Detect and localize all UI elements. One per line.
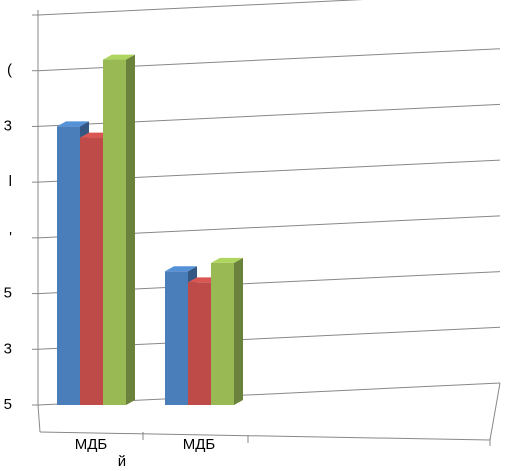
bar-side (234, 257, 243, 405)
floor-edge (37, 404, 41, 433)
y-tick-label: ' (9, 229, 12, 246)
bar (211, 262, 234, 405)
x-axis (39, 431, 491, 441)
x-axis-label: й (118, 453, 126, 470)
bar (165, 271, 188, 405)
bar (103, 59, 126, 405)
y-tick-label: 3 (4, 340, 12, 357)
y-tick-label: l (9, 173, 12, 190)
y-tick-label: 5 (4, 396, 12, 413)
bar-top (211, 257, 243, 263)
bar (188, 282, 211, 405)
bar-top (165, 266, 197, 272)
x-tick-label: МДБ (183, 436, 216, 453)
y-tick-label: ( (7, 62, 12, 79)
grid-line (37, 0, 364, 16)
x-tick-label: МДБ (75, 436, 108, 453)
bar (80, 137, 103, 406)
floor-edge (489, 382, 501, 441)
y-tick-label: 5 (4, 285, 12, 302)
bar (57, 126, 80, 405)
y-tick-label: 3 (4, 117, 12, 134)
bar-side (126, 54, 135, 405)
bar-top (103, 54, 135, 60)
bar-top (57, 121, 89, 127)
